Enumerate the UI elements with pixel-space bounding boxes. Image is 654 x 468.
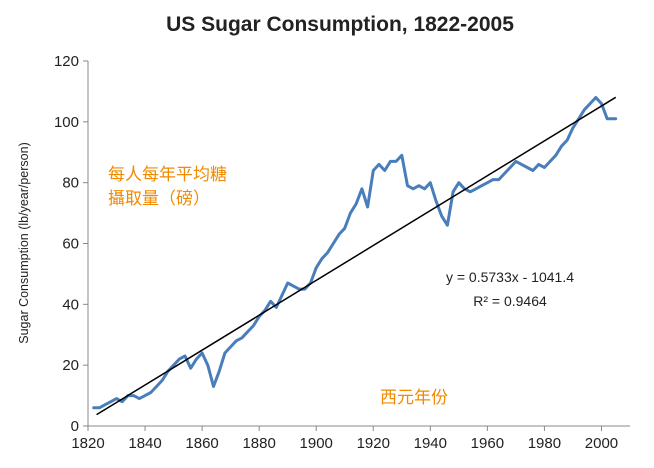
x-tick-label: 2000 [585,435,618,452]
y-axis-ticks: 0 20 40 60 80 100 120 [54,53,88,435]
trendline [96,96,617,416]
x-tick-label: 1900 [300,435,333,452]
y-tick-label: 100 [54,114,79,131]
y-tick-label: 120 [54,53,79,70]
x-tick-label: 1940 [414,435,447,452]
y-axis-label: Sugar Consumption (lb/year/person) [17,142,31,344]
annotation-ylabel-zh-line1: 每人每年平均糖 [108,165,227,185]
trend-r-squared: R² = 0.9464 [473,293,547,309]
annotation-ylabel-zh-line2: 攝取量（磅） [108,189,210,209]
trend-equation: y = 0.5733x - 1041.4 [446,269,574,285]
x-tick-label: 1820 [71,435,104,452]
x-tick-label: 1880 [242,435,275,452]
y-tick-label: 40 [62,296,79,313]
y-tick-label: 20 [62,357,79,374]
x-axis-ticks: 1820 1840 1860 1880 1900 1920 1940 1960 1980 2000 [71,426,618,452]
y-tick-label: 60 [62,236,79,253]
series-group [92,96,618,410]
series-line [92,96,618,410]
x-tick-label: 1860 [185,435,218,452]
x-tick-label: 1960 [471,435,504,452]
x-tick-label: 1840 [128,435,161,452]
x-tick-label: 1980 [528,435,561,452]
annotation-xlabel-zh: 西元年份 [380,388,448,408]
chart-title: US Sugar Consumption, 1822-2005 [166,13,514,36]
trendline-group [96,96,617,416]
y-tick-label: 80 [62,175,79,192]
y-tick-label: 0 [71,418,79,435]
x-tick-label: 1920 [357,435,390,452]
